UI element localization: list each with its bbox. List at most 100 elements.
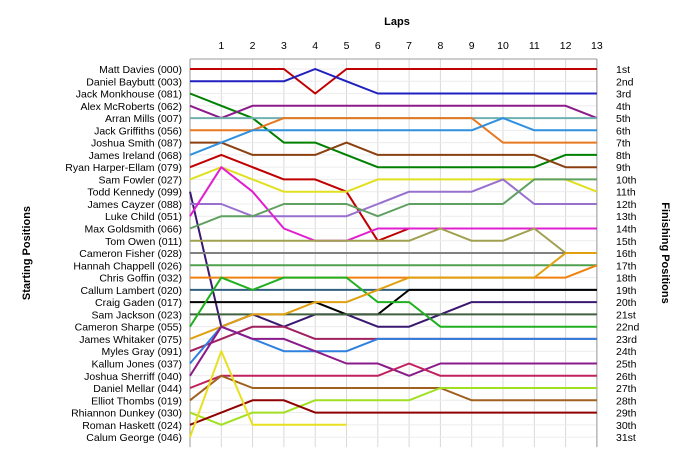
finishing-position-label: 11th xyxy=(616,187,636,199)
finishing-position-label: 12th xyxy=(616,199,637,211)
finishing-position-label: 25th xyxy=(616,358,637,370)
series-line-28 xyxy=(189,374,597,402)
series-line-31 xyxy=(189,350,347,438)
series-line-14 xyxy=(189,178,597,230)
finishing-position-label: 10th xyxy=(616,174,637,186)
starting-position-label: Callum Lambert (020) xyxy=(80,285,182,297)
finishing-position-label: 30th xyxy=(616,420,637,432)
starting-position-label: Jack Monkhouse (081) xyxy=(76,89,182,101)
finishing-position-label: 13th xyxy=(616,211,637,223)
x-tick-label: 13 xyxy=(591,40,603,52)
starting-position-label: Calum George (046) xyxy=(86,432,182,444)
finishing-position-label: 23rd xyxy=(616,334,637,346)
finishing-position-label: 18th xyxy=(616,273,637,285)
finishing-position-label: 17th xyxy=(616,260,637,272)
finishing-position-label: 21st xyxy=(616,309,636,321)
starting-position-label: Hannah Chappell (026) xyxy=(73,260,182,272)
series-line-10 xyxy=(189,166,598,193)
x-tick-label: 12 xyxy=(560,40,572,52)
starting-position-label: Arran Mills (007) xyxy=(105,113,182,125)
starting-position-label: Craig Gaden (017) xyxy=(95,297,182,309)
starting-position-label: Jack Griffiths (056) xyxy=(94,125,182,137)
series-line-13 xyxy=(189,166,597,242)
finishing-position-label: 16th xyxy=(616,248,637,260)
series-line-27 xyxy=(189,362,597,389)
series-line-22 xyxy=(189,276,597,328)
finishing-position-label: 28th xyxy=(616,395,637,407)
starting-position-label: Cameron Fisher (028) xyxy=(79,248,182,260)
finishing-position-label: 6th xyxy=(616,125,631,137)
starting-position-label: James Whitaker (075) xyxy=(79,334,182,346)
x-tick-label: 7 xyxy=(406,40,412,52)
finishing-position-label: 27th xyxy=(616,383,637,395)
x-tick-label: 4 xyxy=(312,40,318,52)
y-axis-label-right: Finishing Positions xyxy=(659,202,671,303)
x-tick-label: 10 xyxy=(497,40,509,52)
series-line-25 xyxy=(189,325,597,365)
x-tick-label: 9 xyxy=(469,40,475,52)
starting-position-label: Chris Goffin (032) xyxy=(99,273,182,285)
starting-position-label: Sam Fowler (027) xyxy=(99,174,182,186)
series-line-11 xyxy=(189,191,597,328)
series-line-30 xyxy=(189,399,597,426)
starting-position-label: Cameron Sharpe (055) xyxy=(75,322,182,334)
finishing-position-label: 22nd xyxy=(616,322,640,334)
starting-position-label: Daniel Mellar (044) xyxy=(93,383,182,395)
finishing-position-label: 26th xyxy=(616,371,637,383)
starting-position-label: Daniel Baybutt (003) xyxy=(86,76,182,88)
finishing-position-label: 19th xyxy=(616,285,637,297)
starting-position-labels: Matt Davies (000)Daniel Baybutt (003)Jac… xyxy=(65,64,182,444)
series-line-3 xyxy=(189,92,597,169)
starting-position-label: Ryan Harper-Ellam (079) xyxy=(65,162,182,174)
series-line-29 xyxy=(189,387,597,426)
x-tick-label: 8 xyxy=(437,40,443,52)
finishing-position-label: 5th xyxy=(616,113,631,125)
starting-position-label: Rhiannon Dunkey (030) xyxy=(71,408,182,420)
series-line-23 xyxy=(189,252,597,340)
series-line-6 xyxy=(190,117,597,144)
finishing-position-labels: 1st2nd3rd4th5th6th7th8th9th10th11th12th1… xyxy=(616,64,640,444)
series-line-1 xyxy=(190,68,597,95)
x-tick-label: 6 xyxy=(375,40,381,52)
series-lines xyxy=(189,68,598,438)
starting-position-label: Joshua Smith (087) xyxy=(91,138,182,150)
finishing-position-label: 3rd xyxy=(616,89,631,101)
starting-position-label: Sam Jackson (023) xyxy=(92,309,182,321)
starting-position-label: Max Goldsmith (066) xyxy=(85,224,182,236)
x-tick-label: 1 xyxy=(218,40,224,52)
starting-position-label: James Cayzer (088) xyxy=(87,199,182,211)
finishing-position-label: 1st xyxy=(616,64,630,76)
starting-position-label: Luke Child (051) xyxy=(105,211,182,223)
series-line-15 xyxy=(190,227,597,254)
y-axis-label-left: Starting Positions xyxy=(21,206,33,300)
finishing-position-label: 14th xyxy=(616,224,637,236)
finishing-position-label: 20th xyxy=(616,297,637,309)
finishing-position-label: 7th xyxy=(616,138,631,150)
x-tick-label: 5 xyxy=(344,40,350,52)
finishing-position-label: 15th xyxy=(616,236,637,248)
starting-position-label: James Ireland (068) xyxy=(89,150,182,162)
series-line-2 xyxy=(190,68,597,95)
starting-position-label: Myles Gray (091) xyxy=(101,346,182,358)
x-tick-label: 11 xyxy=(529,40,540,52)
series-line-8 xyxy=(189,117,597,156)
starting-position-label: Kallum Jones (037) xyxy=(92,358,182,370)
chart-title: Laps xyxy=(384,16,410,28)
starting-position-label: Tom Owen (011) xyxy=(105,236,182,248)
x-tick-labels: 1 2 3 4 5 6 7 8 9 10 11 12 13 xyxy=(218,40,603,52)
starting-position-label: Roman Haskett (024) xyxy=(82,420,182,432)
finishing-position-label: 31st xyxy=(616,432,636,444)
series-line-12 xyxy=(190,178,597,218)
finishing-position-label: 24th xyxy=(616,346,637,358)
starting-position-label: Todd Kennedy (099) xyxy=(87,187,182,199)
series-line-4 xyxy=(189,104,598,120)
finishing-position-label: 29th xyxy=(616,408,637,420)
x-tick-label: 3 xyxy=(281,40,287,52)
starting-position-label: Joshua Sherriff (040) xyxy=(84,371,182,383)
starting-position-label: Alex McRoberts (062) xyxy=(80,101,182,113)
series-line-7 xyxy=(190,141,597,169)
finishing-position-label: 4th xyxy=(616,101,631,113)
finishing-position-label: 2nd xyxy=(616,76,634,88)
starting-position-label: Matt Davies (000) xyxy=(99,64,182,76)
